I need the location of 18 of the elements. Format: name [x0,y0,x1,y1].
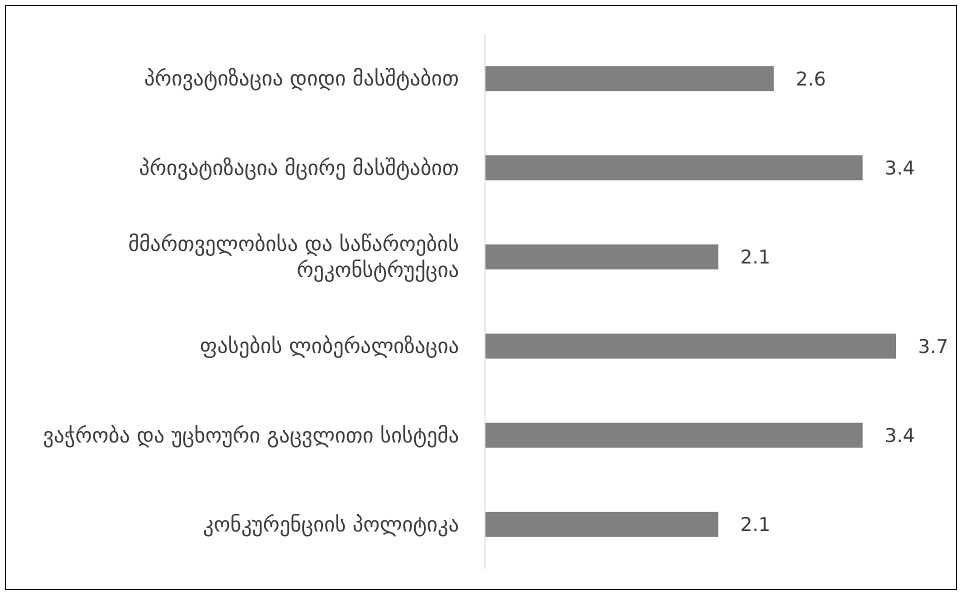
data-label: 3.4 [884,157,915,180]
bar [485,334,896,359]
bar [485,422,863,448]
bar [485,244,718,270]
bar [485,512,718,537]
data-label: 3.7 [918,336,948,358]
y-tick-label: კონკურენციის პოლიტიკა [203,512,459,536]
bar [485,155,863,180]
bar [485,66,774,92]
data-label: 2.6 [796,68,826,90]
y-tick-label: ფასების ლიბერალიზაცია [200,334,459,358]
y-tick-label: ვაჭრობა და უცხოური გაცვლითი სისტემა [42,423,459,448]
data-label: 2.1 [740,246,770,269]
y-tick-label: პრივატიზაცია დიდი მასშტაბით [144,66,459,91]
data-label: 2.1 [740,514,770,536]
y-tick-label: მმართველობისა და საწაროების რეკონსტრუქცია [128,232,459,282]
data-label: 3.4 [884,424,915,447]
y-tick-label: პრივატიზაცია მცირე მასშტაბით [139,156,459,180]
